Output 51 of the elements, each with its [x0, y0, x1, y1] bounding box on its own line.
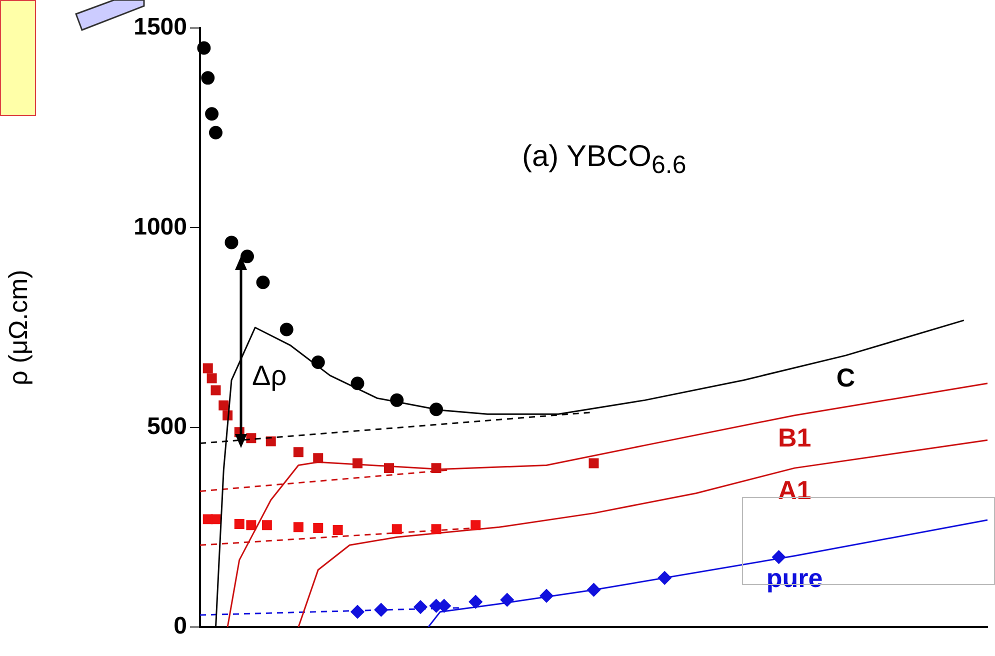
- point: [293, 447, 304, 458]
- point: [470, 520, 481, 530]
- point: [587, 583, 600, 597]
- point: [197, 41, 211, 55]
- point: [209, 126, 222, 140]
- point: [234, 518, 244, 529]
- point: [210, 385, 221, 396]
- point: [202, 363, 213, 374]
- series-label: B1: [778, 422, 812, 453]
- point: [414, 600, 428, 614]
- point: [210, 514, 221, 524]
- point: [206, 373, 217, 384]
- point: [246, 520, 256, 530]
- point: [246, 433, 256, 444]
- point: [311, 355, 325, 369]
- point: [313, 522, 324, 533]
- y-tick-label: 0: [174, 612, 187, 640]
- point: [468, 595, 482, 609]
- annotation: Δρ: [252, 360, 287, 392]
- point: [540, 589, 554, 603]
- point: [390, 393, 404, 407]
- point: [332, 524, 343, 535]
- point: [350, 605, 364, 619]
- point: [374, 603, 388, 617]
- point: [392, 524, 402, 534]
- point: [772, 550, 786, 564]
- point: [658, 571, 672, 585]
- point: [240, 250, 254, 264]
- point: [262, 520, 272, 530]
- point: [431, 524, 442, 534]
- series-label: C: [836, 362, 856, 393]
- y-tick-label: 1000: [134, 213, 187, 240]
- point: [500, 593, 514, 607]
- point: [201, 71, 215, 85]
- point: [280, 322, 294, 336]
- point: [430, 402, 443, 416]
- point: [384, 463, 394, 474]
- point: [431, 463, 442, 474]
- y-tick-label: 500: [146, 412, 187, 440]
- point: [313, 453, 324, 464]
- point: [256, 276, 270, 290]
- point: [352, 458, 362, 468]
- annotation: (a) YBCO$_{6.6}$: [522, 140, 686, 180]
- point: [588, 458, 599, 468]
- point: [224, 236, 238, 250]
- point: [218, 400, 229, 410]
- point: [205, 107, 219, 121]
- point: [293, 522, 304, 532]
- point: [350, 376, 364, 390]
- y-axis-title: ρ (μΩ.cm): [2, 270, 33, 386]
- y-tick-label: 1500: [134, 14, 187, 41]
